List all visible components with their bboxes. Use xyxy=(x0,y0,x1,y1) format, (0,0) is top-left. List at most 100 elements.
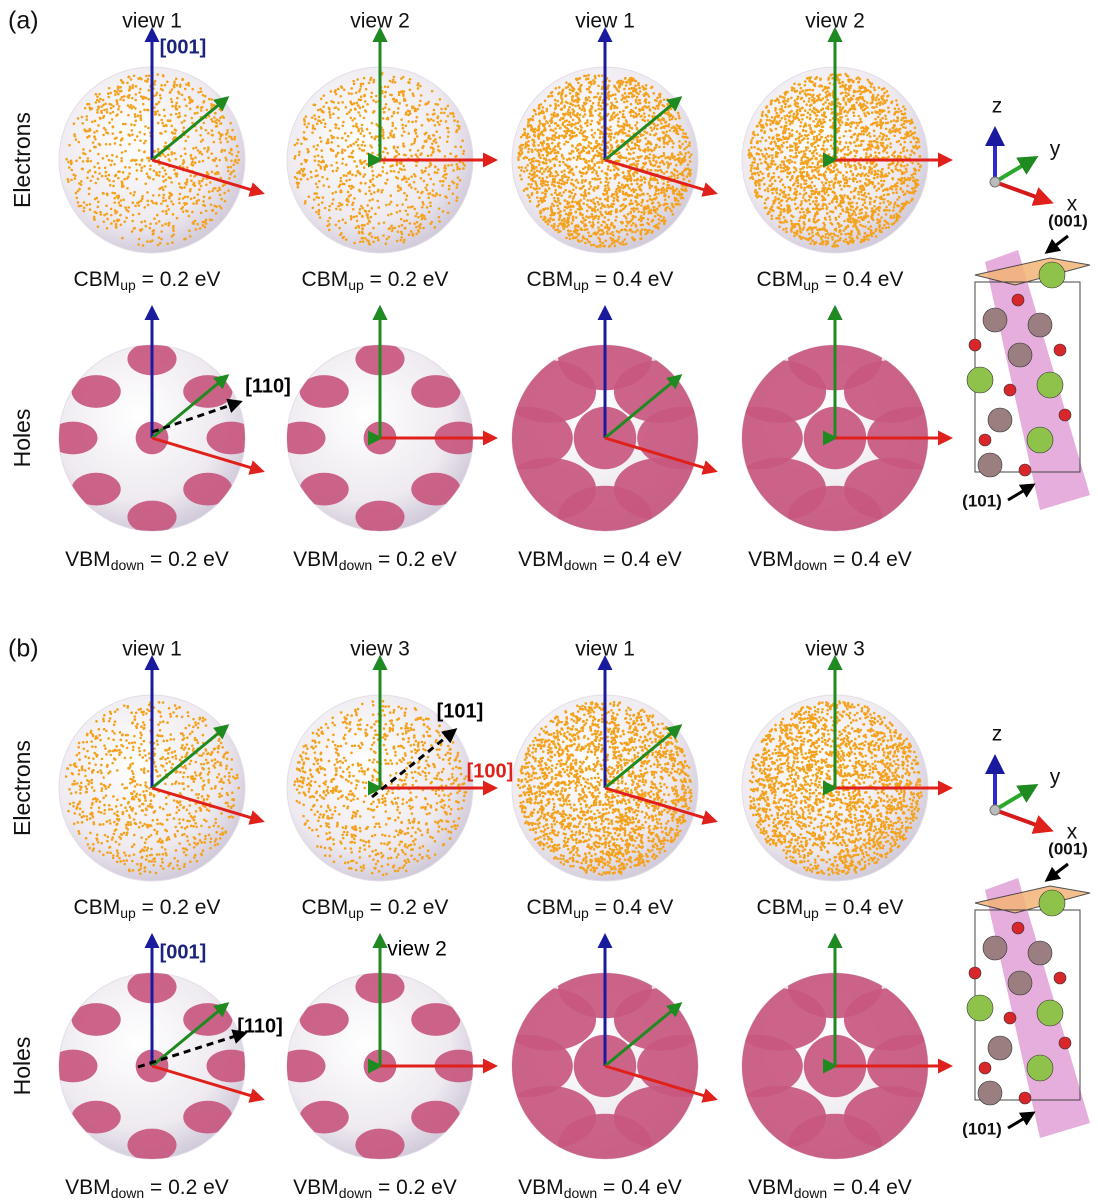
electron-point xyxy=(125,209,128,212)
electron-point xyxy=(593,82,596,85)
electron-point xyxy=(111,118,114,121)
electron-point xyxy=(201,153,204,156)
electron-point xyxy=(206,109,209,112)
electron-point xyxy=(88,135,91,138)
electron-point xyxy=(422,203,425,206)
electron-point xyxy=(626,100,629,103)
electron-point xyxy=(353,83,356,86)
electron-point xyxy=(452,192,455,195)
electron-point xyxy=(335,208,338,211)
electron-point xyxy=(597,104,600,107)
electron-point xyxy=(639,149,642,152)
electron-point xyxy=(649,133,652,136)
electron-point xyxy=(190,154,193,157)
electron-point xyxy=(203,196,206,199)
electron-point xyxy=(78,182,81,185)
electron-point xyxy=(188,215,191,218)
electron-point xyxy=(823,152,826,155)
electron-point xyxy=(573,88,576,91)
electron-point xyxy=(557,193,560,196)
electron-point xyxy=(541,191,544,194)
electron-point xyxy=(162,125,165,128)
electron-point xyxy=(341,137,344,140)
electron-point xyxy=(431,90,434,93)
electron-point xyxy=(568,196,571,199)
electron-point xyxy=(612,200,615,203)
electron-point xyxy=(171,88,174,91)
electron-point xyxy=(592,198,595,201)
electron-point xyxy=(844,91,847,94)
electron-point xyxy=(173,128,176,131)
electron-point xyxy=(535,160,538,163)
electron-point xyxy=(177,91,180,94)
electron-point xyxy=(564,135,567,138)
electron-point xyxy=(638,87,641,90)
electron-point xyxy=(630,199,633,202)
electron-point xyxy=(671,204,674,207)
electron-point xyxy=(663,172,666,175)
electron-point xyxy=(631,141,634,144)
electron-point xyxy=(383,221,386,224)
electron-point xyxy=(650,86,653,89)
electron-point xyxy=(328,111,331,114)
electron-point xyxy=(805,130,808,133)
electron-point xyxy=(119,86,122,89)
electron-point xyxy=(344,132,347,135)
electron-point xyxy=(427,155,430,158)
electron-point xyxy=(579,114,582,117)
electron-point xyxy=(103,115,106,118)
electron-point xyxy=(526,164,529,167)
electron-point xyxy=(636,121,639,124)
electron-point xyxy=(559,164,562,167)
electron-point xyxy=(571,179,574,182)
electron-point xyxy=(424,170,427,173)
electron-point xyxy=(90,160,93,163)
electron-point xyxy=(885,227,888,230)
electron-point xyxy=(98,93,101,96)
electron-point xyxy=(766,187,769,190)
electron-point xyxy=(403,192,406,195)
electron-point xyxy=(449,152,452,155)
electron-point xyxy=(655,144,658,147)
electron-point xyxy=(529,200,532,203)
electron-point xyxy=(544,99,547,102)
electron-point xyxy=(630,208,633,211)
electron-point xyxy=(103,109,106,112)
electron-point xyxy=(871,111,874,114)
electron-point xyxy=(348,92,351,95)
electron-point xyxy=(662,182,665,185)
caption: CBMup = 0.2 eV xyxy=(74,268,221,293)
electron-point xyxy=(393,111,396,114)
electron-point xyxy=(804,80,807,83)
electron-point xyxy=(672,142,675,145)
electron-point xyxy=(360,237,363,240)
electron-point xyxy=(184,114,187,117)
electron-point xyxy=(119,98,122,101)
electron-point xyxy=(580,240,583,243)
electron-point xyxy=(98,167,101,170)
electron-point xyxy=(353,197,356,200)
electron-point xyxy=(357,138,360,141)
electron-point xyxy=(551,95,554,98)
electron-point xyxy=(647,148,650,151)
electron-point xyxy=(611,193,614,196)
electron-point xyxy=(607,165,610,168)
electron-point xyxy=(675,128,678,131)
electron-point xyxy=(797,182,800,185)
electron-point xyxy=(824,218,827,221)
electron-point xyxy=(298,154,301,157)
electron-point xyxy=(91,175,94,178)
electron-point xyxy=(539,122,542,125)
electron-point xyxy=(813,218,816,221)
electron-point xyxy=(561,154,564,157)
electron-point xyxy=(571,233,574,236)
electron-point xyxy=(569,111,572,114)
electron-point xyxy=(439,136,442,139)
electron-point xyxy=(573,100,576,103)
electron-point xyxy=(386,152,389,155)
electron-point xyxy=(590,244,593,247)
electron-point xyxy=(378,206,381,209)
electron-point xyxy=(624,132,627,135)
electron-point xyxy=(562,113,565,116)
electron-point xyxy=(577,100,580,103)
